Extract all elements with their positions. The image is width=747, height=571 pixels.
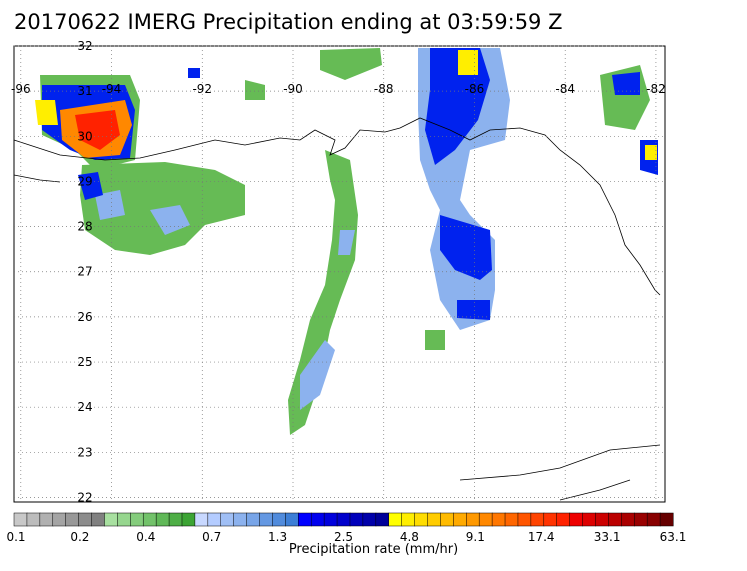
colorbar-swatch bbox=[259, 512, 273, 527]
colorbar-swatch bbox=[569, 512, 584, 527]
colorbar-tick-label: 1.3 bbox=[268, 530, 287, 544]
colorbar-swatch bbox=[298, 512, 312, 527]
latitude-label: 25 bbox=[77, 355, 92, 369]
colorbar-swatch bbox=[517, 512, 532, 527]
map-title: 20170622 IMERG Precipitation ending at 0… bbox=[14, 10, 563, 34]
colorbar-tick-label: 0.2 bbox=[70, 530, 89, 544]
colorbar-swatch bbox=[168, 512, 183, 527]
colorbar-swatch bbox=[104, 512, 118, 527]
latitude-label: 22 bbox=[77, 490, 92, 504]
coastlines bbox=[13, 117, 661, 501]
latitude-labels: 32 31 30 29 28 27 26 25 24 23 22 bbox=[77, 39, 92, 504]
colorbar-swatch bbox=[491, 512, 506, 527]
latitude-label: 32 bbox=[77, 39, 92, 53]
longitude-label: -90 bbox=[283, 82, 303, 96]
colorbar-swatch bbox=[194, 512, 209, 527]
colorbar-swatch bbox=[65, 512, 80, 527]
colorbar-tick-label: 4.8 bbox=[400, 530, 419, 544]
colorbar-tick-label: 2.5 bbox=[334, 530, 353, 544]
colorbar-tick-labels: 0.1 0.2 0.4 0.7 1.3 2.5 4.8 9.1 17.4 33.1 63.1 bbox=[6, 530, 686, 544]
colorbar-swatch bbox=[556, 512, 571, 527]
colorbar-swatch bbox=[543, 512, 558, 527]
colorbar-swatch bbox=[26, 512, 41, 527]
colorbar-title: Precipitation rate (mm/hr) bbox=[288, 542, 459, 557]
colorbar-swatch bbox=[52, 512, 67, 527]
longitude-label: -86 bbox=[465, 82, 485, 96]
latitude-label: 24 bbox=[77, 400, 92, 414]
colorbar-tick-label: 63.1 bbox=[660, 530, 687, 544]
latitude-label: 23 bbox=[77, 445, 92, 459]
colorbar-swatch bbox=[130, 512, 144, 527]
longitude-label: -82 bbox=[646, 82, 666, 96]
colorbar-swatch bbox=[272, 512, 286, 527]
longitude-label: -94 bbox=[102, 82, 122, 96]
colorbar-swatch bbox=[220, 512, 235, 527]
colorbar-swatch bbox=[440, 512, 454, 527]
colorbar-tick-label: 0.7 bbox=[202, 530, 221, 544]
colorbar-swatch bbox=[39, 512, 54, 527]
colorbar-swatch bbox=[530, 512, 545, 527]
colorbar-swatch bbox=[375, 512, 390, 527]
map-grid bbox=[13, 45, 666, 503]
longitude-label: -96 bbox=[11, 82, 31, 96]
colorbar-swatch bbox=[427, 512, 441, 527]
precip-intense-areas bbox=[35, 50, 657, 160]
colorbar-swatch bbox=[621, 512, 635, 527]
colorbar-swatch bbox=[659, 512, 674, 527]
latitude-label: 27 bbox=[77, 265, 92, 279]
longitude-label: -88 bbox=[374, 82, 394, 96]
latitude-label: 29 bbox=[77, 174, 92, 188]
colorbar-swatch bbox=[401, 512, 416, 527]
colorbar-swatch bbox=[13, 512, 28, 527]
precip-moderate-areas bbox=[95, 190, 355, 410]
colorbar-tick-label: 17.4 bbox=[528, 530, 555, 544]
colorbar-swatch bbox=[336, 512, 351, 527]
colorbar-swatch bbox=[91, 512, 106, 527]
colorbar-swatch bbox=[142, 512, 157, 527]
colorbar-swatch bbox=[246, 512, 261, 527]
colorbar-swatch bbox=[633, 512, 648, 527]
colorbar-swatch bbox=[582, 512, 597, 527]
colorbar-tick-label: 0.4 bbox=[136, 530, 155, 544]
colorbar-swatch bbox=[181, 512, 196, 527]
colorbar-swatch bbox=[478, 512, 493, 527]
colorbar-swatch bbox=[233, 512, 248, 527]
colorbar-swatch bbox=[388, 512, 403, 527]
colorbar-swatch bbox=[595, 512, 609, 527]
latitude-label: 28 bbox=[77, 220, 92, 234]
colorbar-swatch bbox=[362, 512, 377, 527]
colorbar-tick-label: 33.1 bbox=[594, 530, 621, 544]
colorbar-swatch bbox=[207, 512, 222, 527]
colorbar-swatch bbox=[285, 512, 299, 527]
longitude-label: -84 bbox=[555, 82, 575, 96]
colorbar-swatch bbox=[155, 512, 170, 527]
latitude-label: 26 bbox=[77, 310, 92, 324]
colorbar-swatch bbox=[323, 512, 338, 527]
colorbar-swatch bbox=[466, 512, 480, 527]
colorbar-swatch bbox=[349, 512, 364, 527]
colorbar-swatch bbox=[646, 512, 661, 527]
latitude-label: 31 bbox=[77, 84, 92, 98]
colorbar-swatch bbox=[78, 512, 93, 527]
longitude-labels: -96 -94 -92 -90 -88 -86 -84 -82 bbox=[11, 82, 666, 96]
longitude-label: -92 bbox=[192, 82, 212, 96]
latitude-label: 30 bbox=[77, 129, 92, 143]
colorbar-swatch bbox=[608, 512, 622, 527]
colorbar-swatch bbox=[414, 512, 429, 527]
colorbar bbox=[13, 512, 674, 527]
colorbar-swatch bbox=[504, 512, 519, 527]
colorbar-swatch bbox=[453, 512, 467, 527]
colorbar-swatch bbox=[117, 512, 131, 527]
colorbar-tick-label: 9.1 bbox=[466, 530, 485, 544]
colorbar-tick-label: 0.1 bbox=[6, 530, 25, 544]
colorbar-swatch bbox=[310, 512, 325, 527]
